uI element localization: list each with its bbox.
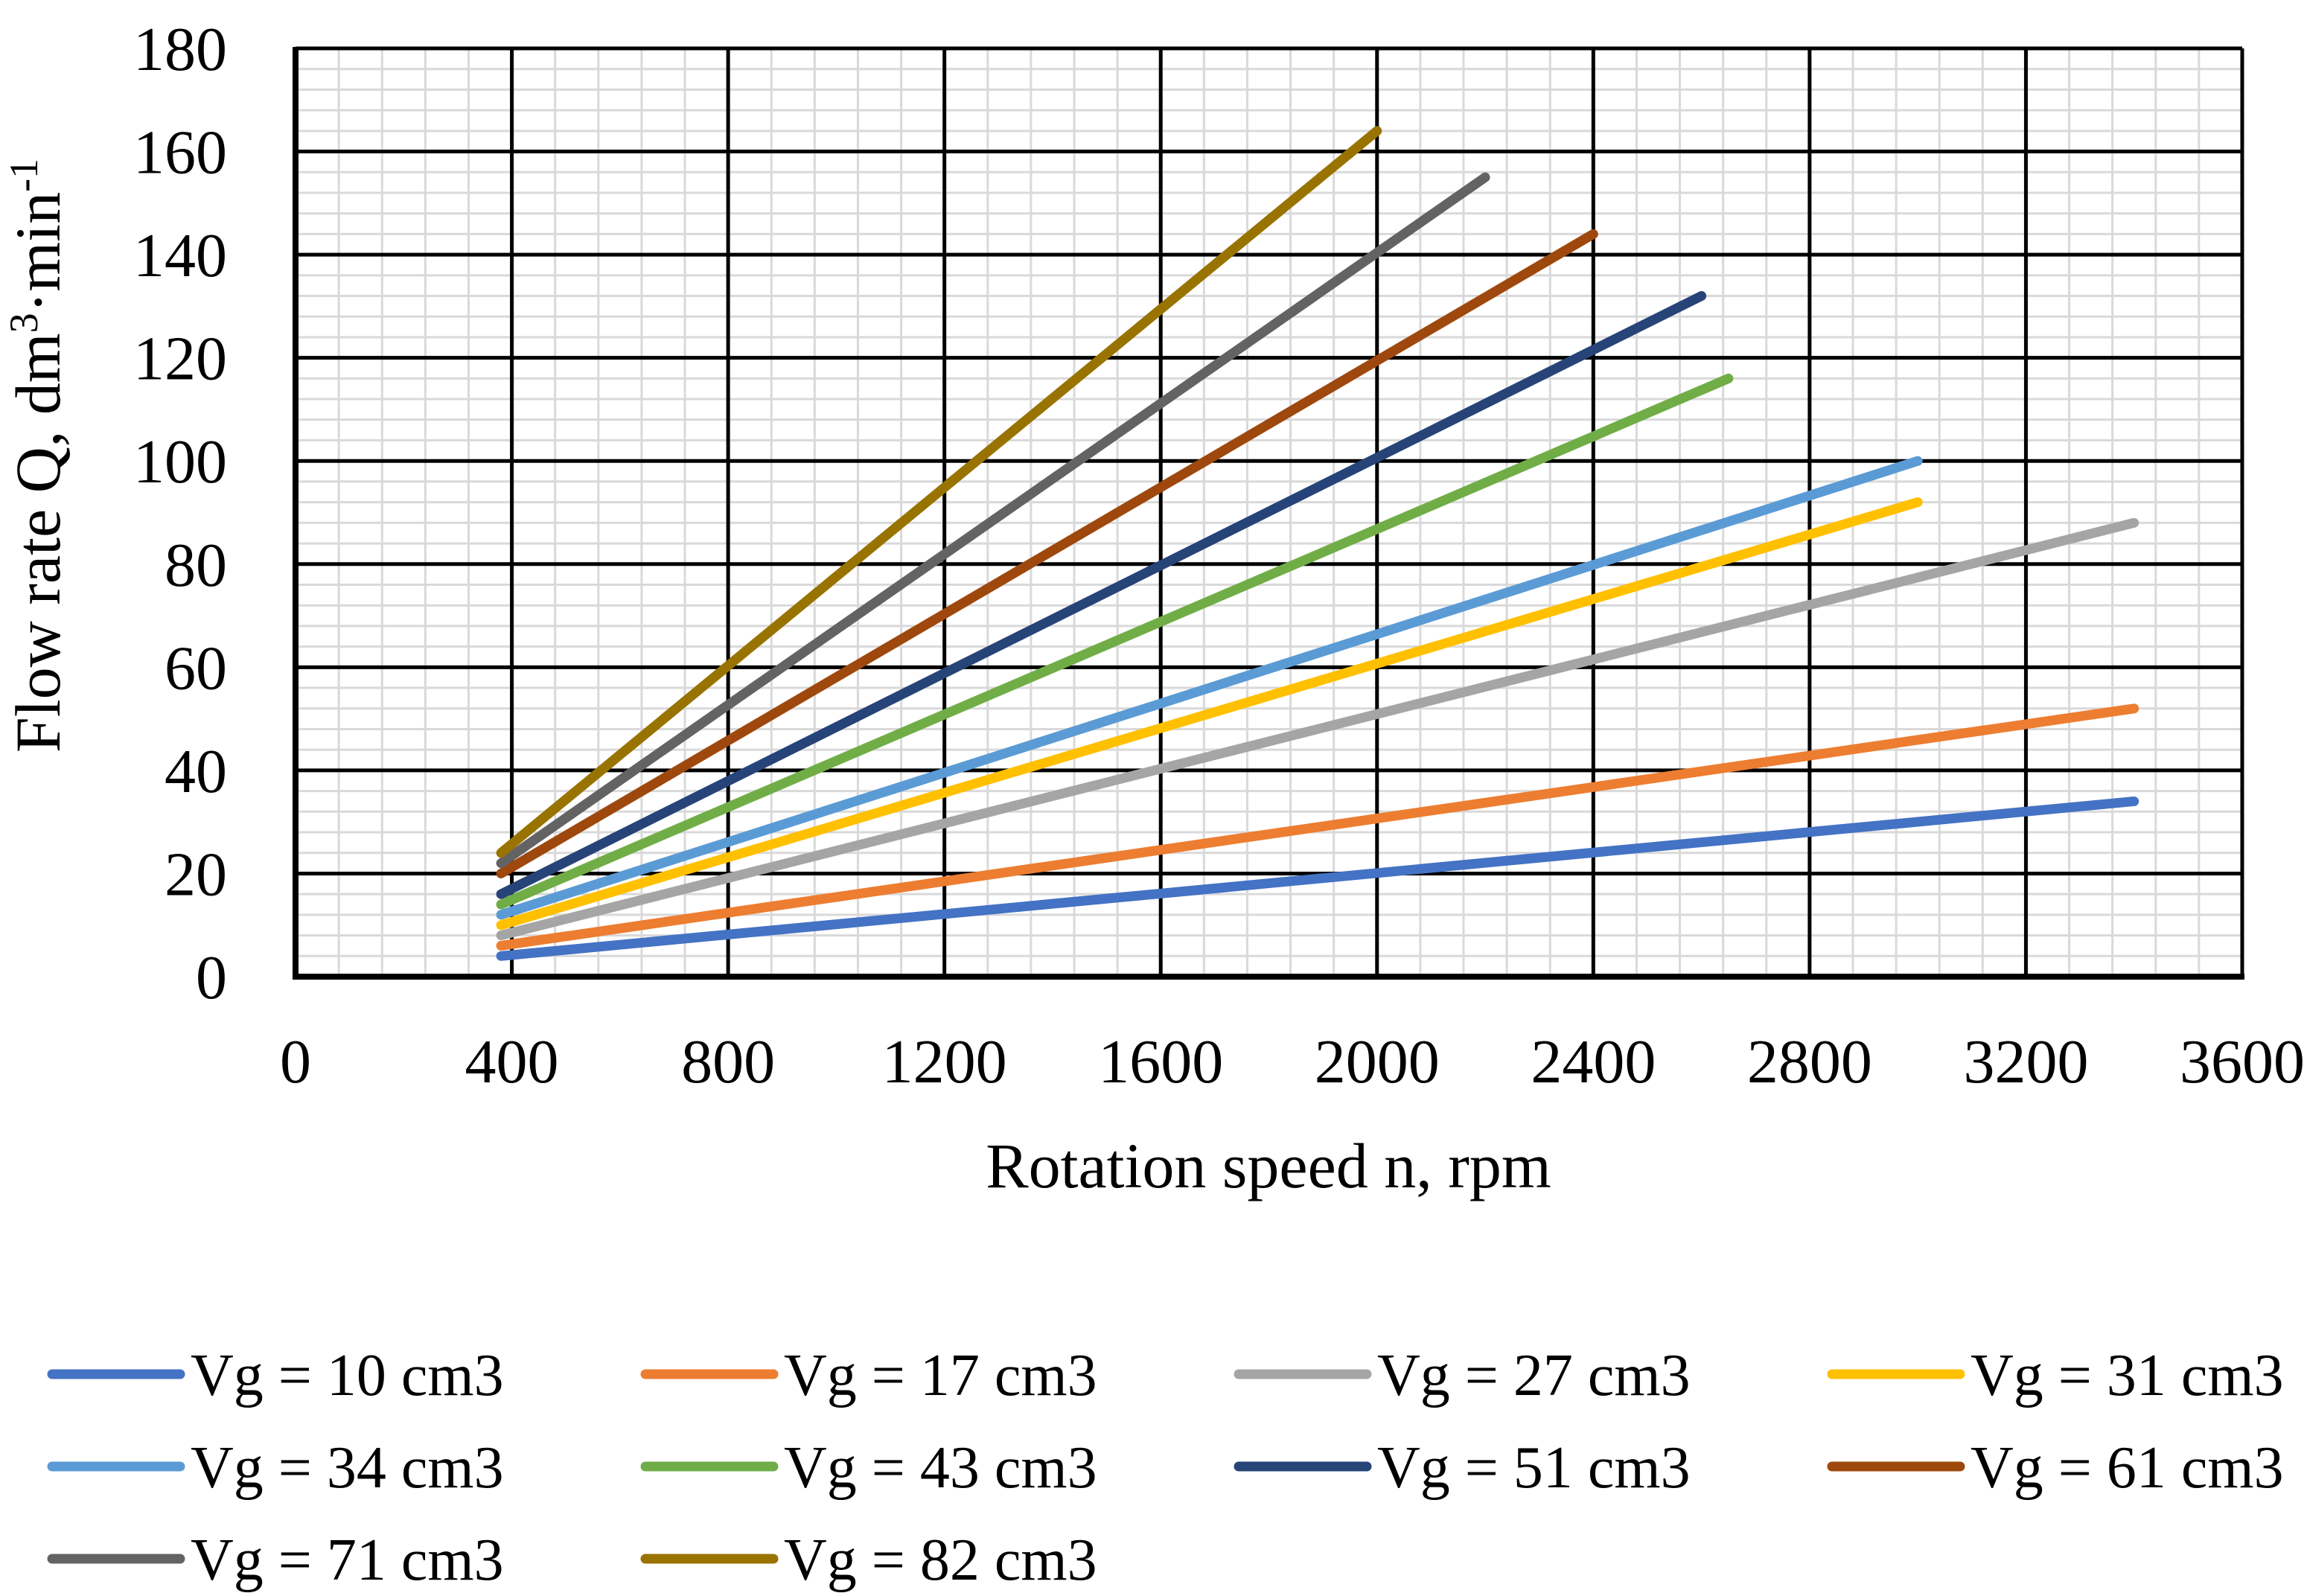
y-tick-label: 20 — [165, 840, 227, 909]
legend-item-10: Vg = 82 cm3 — [640, 1528, 1097, 1593]
series-line-6 — [496, 373, 1734, 910]
x-tick-label: 0 — [280, 1027, 311, 1097]
x-tick-label: 3200 — [1963, 1027, 2088, 1097]
legend-label: Vg = 10 cm3 — [191, 1343, 504, 1408]
legend-label: Vg = 43 cm3 — [784, 1435, 1097, 1501]
legend-item-1: Vg = 10 cm3 — [47, 1343, 504, 1408]
legend-item-4: Vg = 31 cm3 — [1827, 1343, 2284, 1408]
x-tick-label: 400 — [465, 1027, 559, 1097]
x-tick-label: 1600 — [1098, 1027, 1223, 1097]
y-axis-title-sup2: -1 — [1, 159, 46, 192]
series-line-3 — [496, 517, 2139, 941]
series-lines — [496, 126, 2139, 961]
x-tick-label: 2800 — [1747, 1027, 1872, 1097]
series-line-9 — [496, 172, 1490, 869]
y-tick-labels: 0 20 40 60 80 100 120 140 160 180 — [133, 15, 227, 1012]
y-tick-label: 0 — [196, 943, 227, 1012]
legend-label: Vg = 17 cm3 — [784, 1343, 1097, 1408]
y-tick-label: 140 — [133, 221, 227, 290]
legend-label: Vg = 27 cm3 — [1377, 1343, 1691, 1408]
legend-label: Vg = 34 cm3 — [191, 1435, 504, 1501]
plot-area — [293, 46, 2244, 980]
legend-item-8: Vg = 61 cm3 — [1827, 1435, 2284, 1501]
x-tick-label: 800 — [681, 1027, 775, 1097]
legend-label: Vg = 31 cm3 — [1970, 1343, 2284, 1408]
y-axis-title-main: Flow rate Q, dm — [2, 333, 74, 753]
y-axis-title-middle: ·min — [2, 192, 74, 313]
legend-label: Vg = 71 cm3 — [191, 1528, 504, 1592]
legend-item-9: Vg = 71 cm3 — [47, 1528, 504, 1593]
y-tick-label: 60 — [165, 633, 227, 703]
legend-item-5: Vg = 34 cm3 — [47, 1435, 504, 1501]
series-line-10 — [496, 126, 1382, 858]
x-axis-title: Rotation speed n, rpm — [986, 1130, 1551, 1201]
series-line-4 — [496, 497, 1923, 931]
legend-item-6: Vg = 43 cm3 — [640, 1435, 1097, 1501]
y-tick-label: 180 — [133, 15, 227, 84]
legend-item-7: Vg = 51 cm3 — [1234, 1435, 1691, 1501]
y-tick-label: 80 — [165, 531, 227, 600]
legend: Vg = 10 cm3 Vg = 17 cm3 Vg = 27 cm3 Vg = 31… — [47, 1343, 2284, 1593]
legend-item-3: Vg = 27 cm3 — [1234, 1343, 1691, 1408]
y-axis-title: Flow rate Q, dm3·min-1 — [1, 159, 74, 753]
axes — [293, 47, 2244, 980]
y-tick-label: 100 — [133, 427, 227, 497]
x-tick-label: 2400 — [1531, 1027, 1656, 1097]
x-tick-labels: 0 400 800 1200 1600 2000 2400 2800 3200 3600 — [280, 1027, 2304, 1097]
series-line-8 — [496, 229, 1598, 878]
legend-label: Vg = 51 cm3 — [1377, 1435, 1691, 1501]
series-line-7 — [496, 291, 1707, 899]
legend-label: Vg = 61 cm3 — [1970, 1435, 2284, 1501]
series-line-1 — [496, 796, 2139, 961]
x-tick-label: 2000 — [1315, 1027, 1440, 1097]
y-axis-title-sup1: 3 — [1, 313, 46, 333]
y-tick-label: 40 — [165, 737, 227, 806]
legend-item-2: Vg = 17 cm3 — [640, 1343, 1097, 1408]
series-line-2 — [496, 703, 2139, 951]
x-tick-label: 3600 — [2180, 1027, 2304, 1097]
legend-label: Vg = 82 cm3 — [784, 1528, 1097, 1592]
y-tick-label: 160 — [133, 118, 227, 188]
series-line-5 — [496, 456, 1923, 920]
x-tick-label: 1200 — [882, 1027, 1007, 1097]
y-tick-label: 120 — [133, 325, 227, 394]
